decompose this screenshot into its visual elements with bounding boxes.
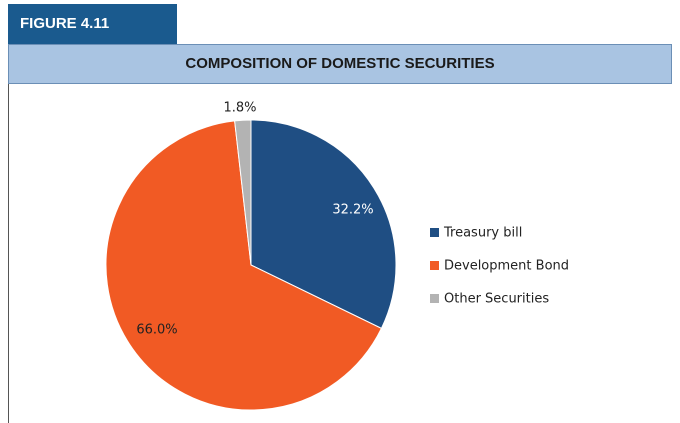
pie-slice-development-bond <box>105 120 383 411</box>
pie-slices <box>105 119 397 411</box>
figure-label: FIGURE 4.11 <box>8 4 177 44</box>
data-label-treasury-bill: 32.2% <box>332 203 373 218</box>
data-label-development-bond: 66.0% <box>136 323 177 338</box>
data-label-other-securities: 1.8% <box>223 101 256 116</box>
legend-label-treasury-bill: Treasury bill <box>443 226 522 241</box>
legend-label-development-bond: Development Bond <box>444 259 569 274</box>
pie-slice-other-securities <box>234 119 252 266</box>
legend-label-other-securities: Other Securities <box>444 292 549 307</box>
pie-slice-treasury-bill <box>250 119 397 330</box>
pie-slice-labels: 32.2% 66.0% 1.8% <box>136 101 373 338</box>
chart-title: COMPOSITION OF DOMESTIC SECURITIES <box>8 44 672 84</box>
left-border-line <box>8 84 9 423</box>
legend-swatch-other-securities <box>430 294 439 303</box>
legend-swatch-treasury-bill <box>430 228 439 237</box>
legend-swatch-development-bond <box>430 261 439 270</box>
chart-legend: Treasury bill Development Bond Other Secur… <box>430 226 569 307</box>
